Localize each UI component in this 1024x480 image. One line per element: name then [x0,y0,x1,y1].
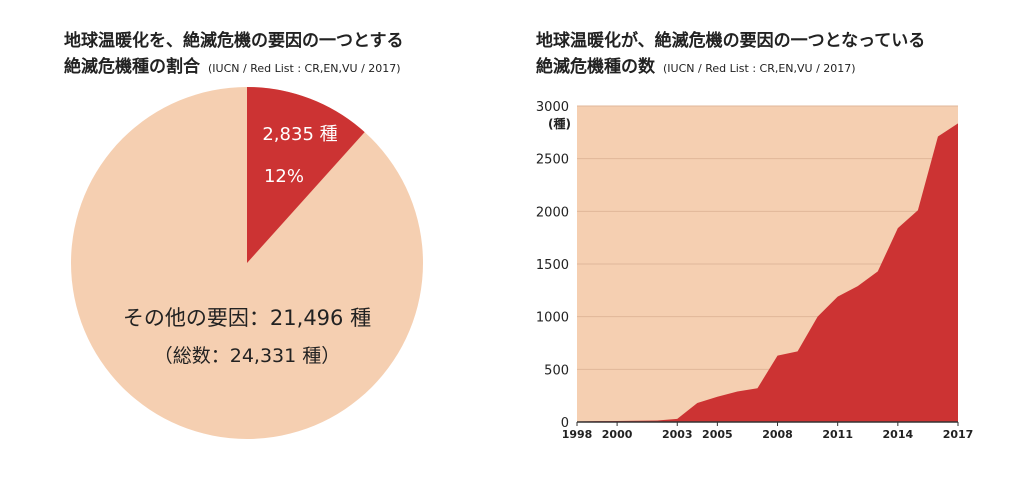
y-tick-label-0: 0 [561,416,569,431]
x-tick-label-2017: 2017 [943,428,974,441]
y-tick-label-2000: 2000 [536,205,569,220]
x-tick-label-2011: 2011 [822,428,853,441]
x-tick-label-2000: 2000 [602,428,633,441]
x-tick-label-2008: 2008 [762,428,793,441]
y-tick-label-1000: 1000 [536,311,569,326]
pie-total-label: （総数：24,331 種） [154,345,341,367]
pie-chart-title: 地球温暖化を、絶滅危機の要因の一つとする 絶滅危機種の割合 (IUCN / Red… [64,28,404,82]
x-tick-label-2005: 2005 [702,428,733,441]
area-x-ticks: 1998 2000 2003 2005 2008 2011 2014 2017 [562,421,974,441]
pie-chart: 2,835 種 12% その他の要因：21,496 種 （総数：24,331 種… [71,87,423,439]
pie-title-line2: 絶滅危機種の割合 [64,57,200,77]
x-tick-label-2003: 2003 [662,428,693,441]
pie-slice-climate [247,87,365,263]
area-y-ticks: 0 500 1000 1500 2000 2500 3000 [536,100,569,431]
area-title-line2: 絶滅危機種の数 [536,57,655,77]
pie-title-line1: 地球温暖化を、絶滅危機の要因の一つとする [64,31,404,51]
pie-slice-climate-count-label: 2,835 種 [262,124,337,145]
area-chart-title: 地球温暖化が、絶滅危機の要因の一つとなっている 絶滅危機種の数 (IUCN / R… [536,28,925,82]
y-tick-label-500: 500 [544,363,569,378]
area-y-axis-label: (種) [548,116,571,131]
area-title-line1: 地球温暖化が、絶滅危機の要因の一つとなっている [536,31,926,51]
x-tick-label-1998: 1998 [562,428,593,441]
pie-source-note: (IUCN / Red List : CR,EN,VU / 2017) [208,62,401,75]
area-gridlines [577,105,958,370]
x-tick-label-2014: 2014 [883,428,914,441]
pie-slice-other-label: その他の要因：21,496 種 [123,306,371,330]
y-tick-label-2500: 2500 [536,153,569,168]
area-chart: 0 500 1000 1500 2000 2500 3000 1998 2000 2003 200… [536,100,973,441]
area-series-fill [577,123,958,422]
y-tick-label-3000: 3000 [536,100,569,115]
y-tick-label-1500: 1500 [536,258,569,273]
pie-slice-climate-percent-label: 12% [264,166,304,187]
area-source-note: (IUCN / Red List : CR,EN,VU / 2017) [663,62,856,75]
